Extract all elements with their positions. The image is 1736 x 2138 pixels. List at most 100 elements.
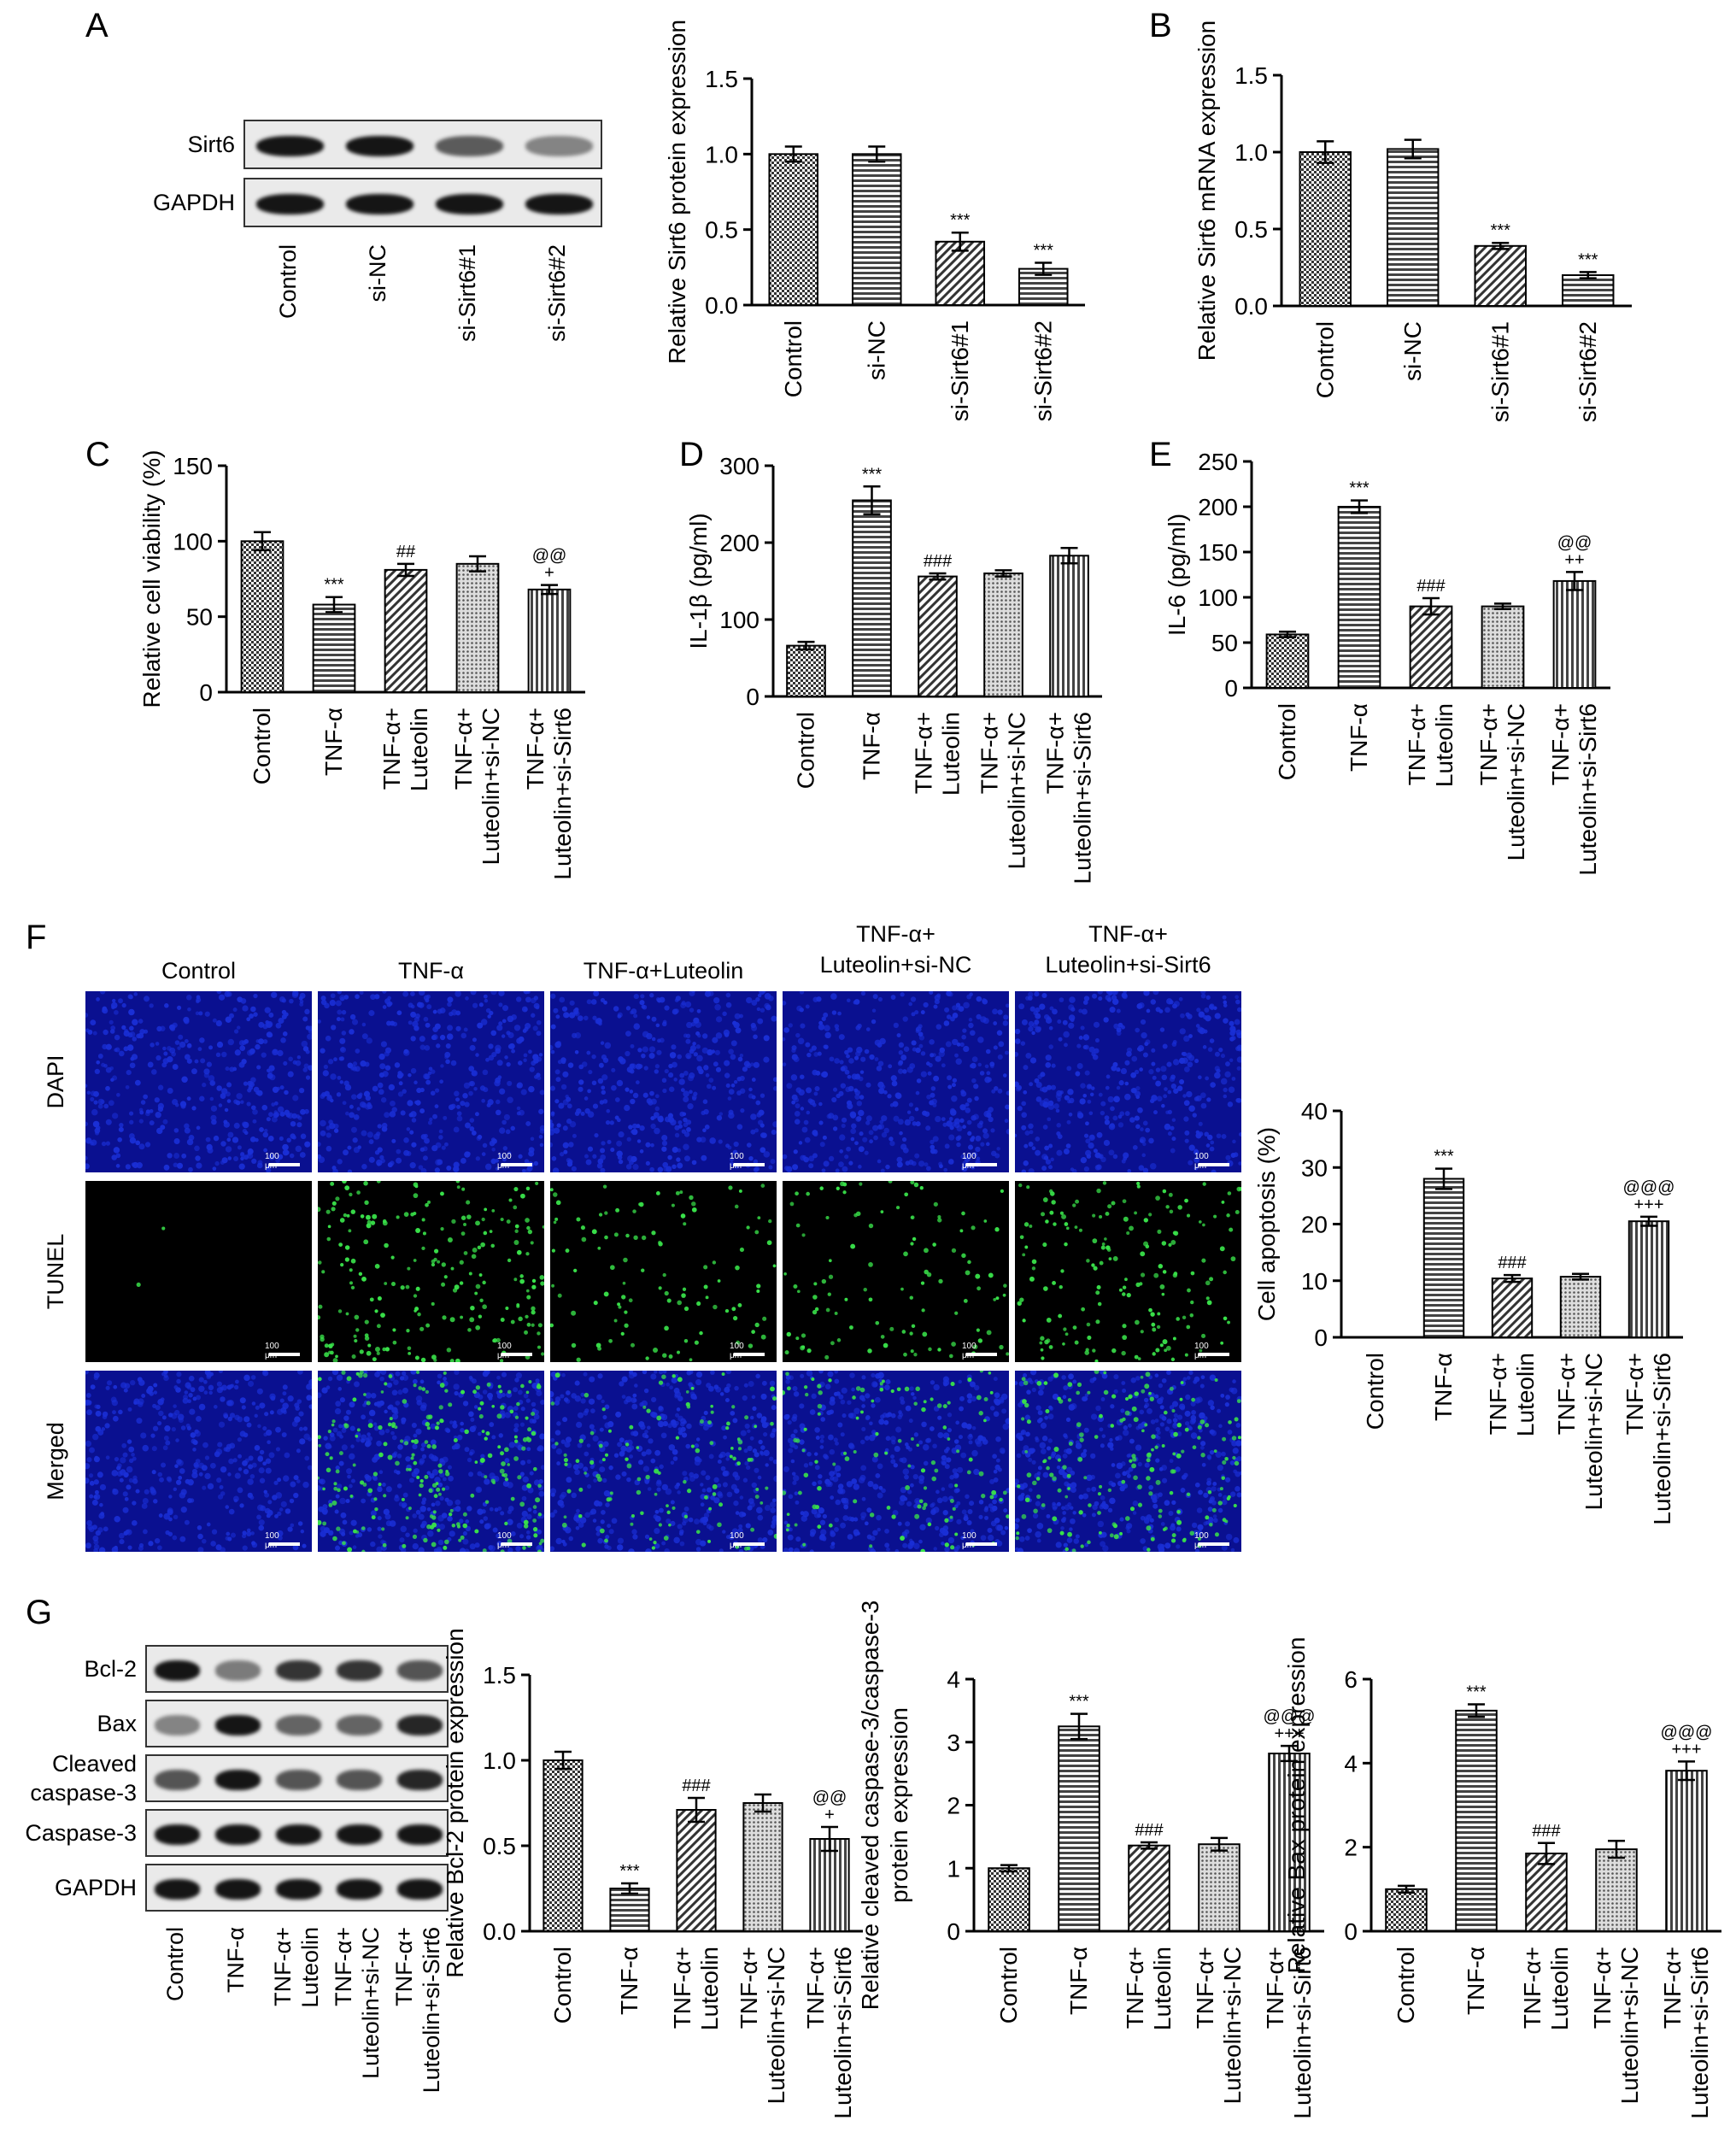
dapi-nucleus	[132, 1019, 138, 1025]
blot-g-band	[275, 1770, 322, 1790]
dapi-nucleus	[550, 1437, 555, 1442]
dapi-nucleus	[683, 1122, 689, 1128]
dapi-nucleus	[120, 1469, 126, 1476]
dapi-nucleus	[792, 1164, 799, 1171]
tunel-positive-nucleus	[630, 1342, 636, 1348]
tunel-positive-nucleus	[400, 1285, 405, 1290]
dapi-nucleus	[271, 1102, 276, 1107]
tunel-positive-nucleus	[407, 1266, 411, 1271]
dapi-nucleus	[1141, 1032, 1147, 1039]
tunel-positive-nucleus	[1065, 1226, 1070, 1231]
dapi-nucleus	[893, 1115, 900, 1122]
dapi-nucleus	[853, 1517, 859, 1522]
dapi-nucleus	[642, 1031, 649, 1038]
dapi-nucleus	[1229, 1058, 1234, 1063]
dapi-nucleus	[1149, 1162, 1157, 1170]
tunel-positive-nucleus	[859, 1387, 865, 1393]
dapi-nucleus	[1023, 1143, 1029, 1148]
dapi-nucleus	[654, 1106, 660, 1112]
dapi-nucleus	[957, 1466, 964, 1473]
dapi-nucleus	[586, 999, 592, 1005]
tunel-positive-nucleus	[532, 1466, 537, 1471]
tunel-positive-nucleus	[610, 1265, 615, 1271]
dapi-nucleus	[511, 1048, 516, 1054]
tunel-positive-nucleus	[625, 1233, 630, 1238]
dapi-nucleus	[132, 1161, 139, 1169]
dapi-nucleus	[761, 1422, 768, 1429]
dapi-nucleus	[154, 1097, 160, 1103]
dapi-nucleus	[431, 1502, 436, 1507]
dapi-nucleus	[771, 1524, 776, 1529]
dapi-nucleus	[526, 1459, 531, 1464]
tunel-positive-nucleus	[1019, 1297, 1024, 1302]
tunel-positive-nucleus	[458, 1538, 462, 1542]
dapi-nucleus	[591, 1054, 596, 1060]
tunel-positive-nucleus	[1153, 1272, 1159, 1278]
tunel-positive-nucleus	[462, 1523, 468, 1529]
dapi-nucleus	[908, 1001, 912, 1007]
dapi-nucleus	[241, 1405, 246, 1410]
dapi-nucleus	[890, 1454, 895, 1460]
dapi-nucleus	[753, 1061, 760, 1068]
dapi-nucleus	[510, 1125, 515, 1131]
dapi-nucleus	[656, 1487, 661, 1492]
dapi-nucleus	[1126, 1047, 1133, 1054]
dapi-nucleus	[735, 1511, 740, 1515]
dapi-nucleus	[680, 1088, 685, 1093]
dapi-nucleus	[1057, 1019, 1062, 1025]
dapi-nucleus	[158, 1513, 163, 1518]
tunel-positive-nucleus	[681, 1293, 686, 1298]
dapi-nucleus	[444, 1054, 449, 1060]
tunel-positive-nucleus	[1052, 1281, 1056, 1285]
dapi-nucleus	[867, 1546, 874, 1552]
dapi-nucleus	[340, 1512, 347, 1518]
dapi-nucleus	[871, 1403, 876, 1408]
dapi-nucleus	[484, 998, 489, 1003]
dapi-nucleus	[1218, 1047, 1223, 1053]
dapi-nucleus	[203, 1068, 210, 1075]
dapi-nucleus	[989, 1507, 995, 1512]
dapi-nucleus	[155, 1054, 161, 1061]
dapi-nucleus	[686, 1054, 691, 1060]
panel-label-d: D	[679, 436, 704, 473]
dapi-nucleus	[722, 1482, 728, 1488]
tunel-positive-nucleus	[748, 1343, 754, 1348]
dapi-nucleus	[589, 1424, 595, 1430]
tunel-positive-nucleus	[462, 1512, 467, 1517]
tunel-positive-nucleus	[975, 1273, 981, 1279]
dapi-nucleus	[555, 1537, 562, 1545]
dapi-nucleus	[1002, 1423, 1009, 1430]
tunel-positive-nucleus	[497, 1384, 501, 1389]
dapi-nucleus	[1035, 1013, 1041, 1019]
tunel-positive-nucleus	[666, 1510, 671, 1515]
dapi-nucleus	[633, 993, 639, 1000]
dapi-nucleus	[192, 1448, 196, 1452]
dapi-nucleus	[477, 1022, 484, 1029]
tunel-positive-nucleus	[345, 1312, 349, 1316]
dapi-nucleus	[933, 1075, 940, 1082]
dapi-nucleus	[1089, 1134, 1095, 1140]
dapi-nucleus	[587, 1111, 595, 1118]
dapi-nucleus	[220, 1141, 226, 1147]
tunel-positive-nucleus	[1205, 1296, 1210, 1301]
dapi-nucleus	[1062, 1019, 1068, 1025]
tunel-positive-nucleus	[478, 1414, 484, 1419]
tunel-positive-nucleus	[405, 1467, 409, 1471]
dapi-nucleus	[746, 1465, 751, 1470]
tunel-positive-nucleus	[1229, 1227, 1234, 1232]
dapi-nucleus	[754, 1128, 760, 1133]
tunel-positive-nucleus	[427, 1200, 431, 1204]
tunel-positive-nucleus	[825, 1215, 830, 1220]
dapi-nucleus	[1005, 1104, 1009, 1110]
tunel-positive-nucleus	[910, 1181, 915, 1185]
tunel-positive-nucleus	[477, 1245, 482, 1250]
dapi-nucleus	[611, 1067, 616, 1072]
dapi-nucleus	[111, 1154, 117, 1160]
dapi-nucleus	[140, 1100, 146, 1105]
tunel-positive-nucleus	[783, 1389, 786, 1395]
tunel-positive-nucleus	[522, 1437, 528, 1442]
dapi-nucleus	[1085, 1138, 1091, 1144]
dapi-nucleus	[453, 1383, 460, 1390]
dapi-nucleus	[890, 995, 896, 1000]
tunel-positive-nucleus	[1039, 1341, 1043, 1345]
